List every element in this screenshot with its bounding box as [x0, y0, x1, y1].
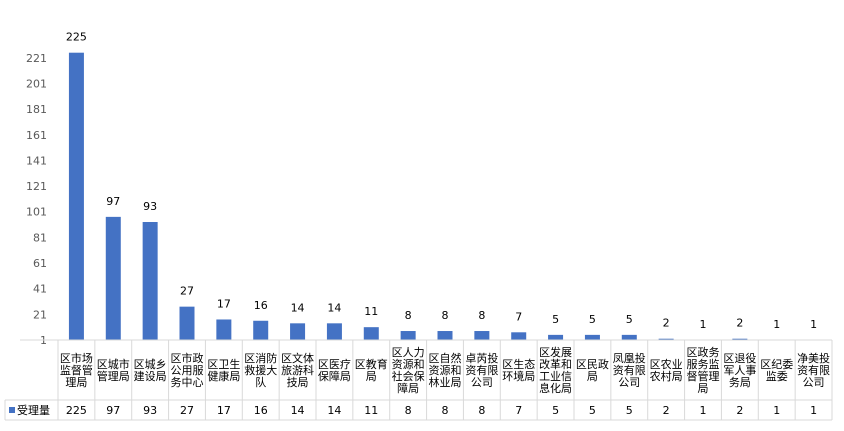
data-label: 1: [810, 318, 817, 331]
bar: [511, 332, 527, 340]
table-value: 14: [291, 404, 305, 417]
data-label: 5: [626, 313, 633, 326]
y-tick-label: 201: [26, 77, 47, 90]
data-label: 93: [143, 200, 157, 213]
bar: [548, 334, 564, 340]
data-table: 区市场监督管理局区城市管理局区城乡建设局区市政公用服务中心区卫生健康局区消防救援…: [4, 339, 833, 421]
table-value: 7: [515, 404, 522, 417]
bar: [179, 306, 195, 340]
table-value: 17: [217, 404, 231, 417]
table-value: 225: [66, 404, 87, 417]
x-category-label: 区民政局: [576, 357, 609, 383]
data-label: 1: [773, 318, 780, 331]
x-category-label: 区退役军人事务局: [723, 351, 756, 389]
y-tick-label: 21: [33, 308, 47, 321]
bar: [290, 323, 306, 340]
bar: [658, 338, 674, 340]
data-label: 14: [327, 301, 341, 314]
x-category-label: 区文体旅游科技局: [281, 351, 314, 389]
x-category-label: 区城市管理局: [97, 357, 130, 383]
table-value: 8: [442, 404, 449, 417]
table-value: 27: [180, 404, 194, 417]
table-value: 2: [663, 404, 670, 417]
data-label: 27: [180, 285, 194, 298]
bar: [326, 323, 342, 340]
bar: [68, 52, 84, 341]
y-tick-label: 161: [26, 129, 47, 142]
x-category-label: 区市政公用服务中心: [171, 351, 204, 389]
y-axis: 121416181101121141161181201221: [26, 52, 47, 347]
data-label: 14: [291, 301, 305, 314]
x-category-label: 凤凰投资有限公司: [613, 351, 646, 389]
bar: [105, 216, 121, 340]
x-category-label: 区纪委监委: [760, 358, 793, 383]
table-value: 14: [327, 404, 341, 417]
bars: [68, 52, 748, 341]
data-label: 17: [217, 297, 231, 310]
y-tick-label: 61: [33, 257, 47, 270]
data-label: 8: [478, 309, 485, 322]
data-label: 2: [736, 317, 743, 330]
y-tick-label: 41: [33, 283, 47, 296]
x-category-label: 区农业农村局: [650, 357, 683, 383]
x-category-label: 区政务服务监督管理局: [687, 345, 720, 395]
data-label: 8: [442, 309, 449, 322]
x-category-label: 区发展改革和工业信息化局: [539, 345, 572, 395]
data-label: 16: [254, 299, 268, 312]
table-value: 5: [626, 404, 633, 417]
y-tick-label: 181: [26, 103, 47, 116]
data-label: 7: [515, 310, 522, 323]
legend-swatch: [9, 407, 15, 413]
table-value: 97: [106, 404, 120, 417]
table-value: 16: [254, 404, 268, 417]
bar: [216, 319, 232, 340]
bar: [142, 222, 158, 340]
table-value: 5: [589, 404, 596, 417]
data-label: 11: [364, 305, 378, 318]
x-category-label: 净美投资有限公司: [797, 351, 830, 389]
bar: [437, 331, 453, 340]
bar: [363, 327, 379, 340]
data-label: 5: [589, 313, 596, 326]
table-value: 2: [736, 404, 743, 417]
bar: [621, 334, 637, 340]
table-value: 1: [810, 404, 817, 417]
x-category-label: 区城乡建设局: [134, 358, 167, 383]
x-category-label: 区人力资源和社会保障局: [392, 346, 425, 395]
x-category-label: 区生态环境局: [502, 357, 535, 383]
bar: [253, 320, 269, 340]
table-value: 1: [773, 404, 780, 417]
table-value: 93: [143, 404, 157, 417]
data-label: 8: [405, 309, 412, 322]
y-tick-label: 101: [26, 206, 47, 219]
y-tick-label: 81: [33, 231, 47, 244]
x-category-label: 区医疗保障局: [318, 357, 351, 383]
x-category-label: 区消防救援大队: [244, 351, 277, 389]
bar: [584, 334, 600, 340]
x-category-label: 区卫生健康局: [207, 357, 240, 383]
table-value: 1: [700, 404, 707, 417]
y-tick-label: 141: [26, 154, 47, 167]
table-value: 11: [364, 404, 378, 417]
data-label: 225: [66, 31, 87, 44]
table-value: 5: [552, 404, 559, 417]
x-category-label: 区市场监督管理局: [60, 351, 93, 389]
x-category-label: 区教育局: [355, 357, 388, 383]
data-label: 97: [106, 195, 120, 208]
table-value: 8: [478, 404, 485, 417]
bar: [400, 331, 416, 340]
bar: [474, 331, 490, 340]
y-tick-label: 221: [26, 52, 47, 65]
y-tick-label: 121: [26, 180, 47, 193]
x-category-label: 区自然资源和林业局: [429, 351, 462, 389]
table-value: 8: [405, 404, 412, 417]
x-category-label: 卓芮投资有限公司: [465, 351, 498, 389]
bar: [732, 338, 748, 340]
data-label: 2: [663, 317, 670, 330]
legend-series-name: 受理量: [17, 404, 50, 417]
data-label: 1: [700, 318, 707, 331]
data-label: 5: [552, 313, 559, 326]
